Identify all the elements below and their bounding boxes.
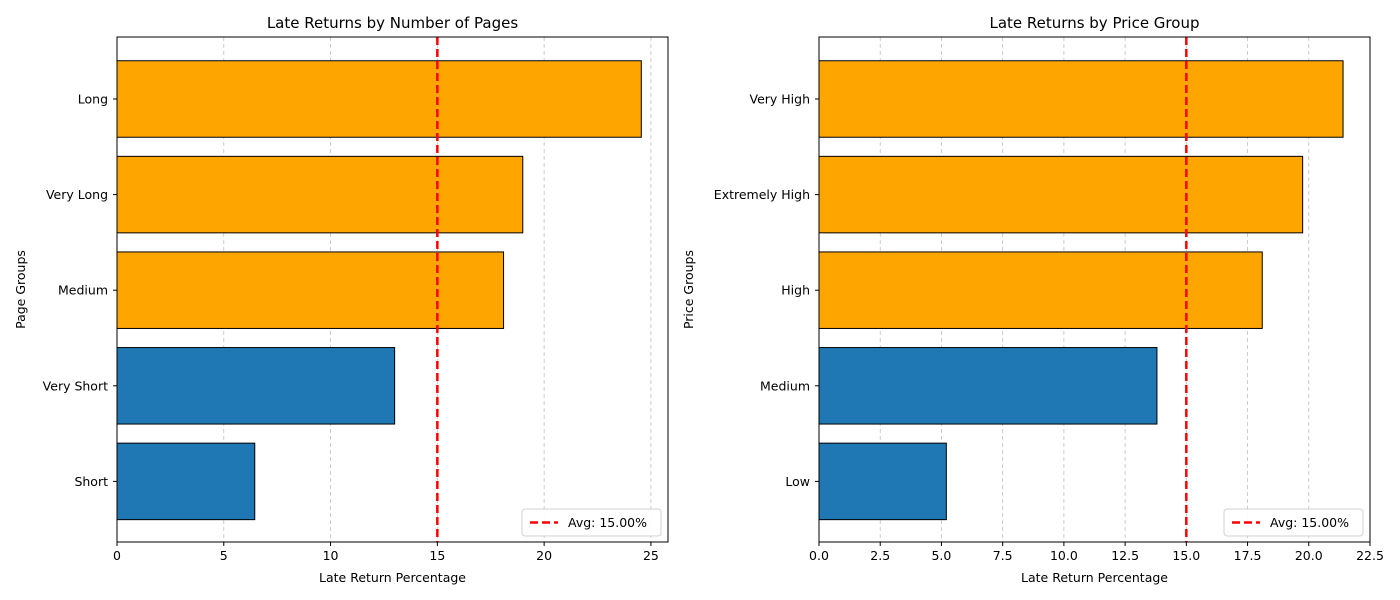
y-tick-label: Very High <box>749 92 810 107</box>
x-tick-label: 15 <box>429 548 445 563</box>
x-axis-label: Late Return Percentage <box>1021 570 1168 585</box>
x-tick-label: 5.0 <box>931 548 951 563</box>
bar-extremely-high <box>818 155 1304 234</box>
bar-medium <box>116 251 505 329</box>
y-tick-label: Long <box>78 92 108 107</box>
y-tick-label: Extremely High <box>714 187 810 202</box>
y-tick-label: Low <box>785 474 810 489</box>
bar-very-short <box>116 347 396 425</box>
chart-title: Late Returns by Number of Pages <box>267 14 519 32</box>
y-tick-label: Short <box>74 474 108 489</box>
y-tick-label: Medium <box>760 378 810 393</box>
y-tick-label: Medium <box>58 283 108 298</box>
legend: Avg: 15.00% <box>1223 508 1364 537</box>
bar-short <box>116 442 256 521</box>
chart-panel-1: Long Very Long Medium Very Short Short 0 5 10 15… <box>13 14 669 585</box>
x-tick-label: 0.0 <box>809 548 829 563</box>
x-tick-label: 25 <box>643 548 659 563</box>
legend-box <box>1223 508 1364 537</box>
x-tick-label: 0 <box>113 548 121 563</box>
x-tick-label: 22.5 <box>1356 548 1384 563</box>
plot-frame <box>818 36 1371 543</box>
x-axis-label: Late Return Percentage <box>319 570 466 585</box>
bar-very-long <box>116 155 524 234</box>
legend-box <box>521 508 662 537</box>
y-axis-label: Price Groups <box>681 250 696 329</box>
chart-title: Late Returns by Price Group <box>990 14 1200 32</box>
x-tick-label: 15.0 <box>1172 548 1200 563</box>
y-tick-label: Very Long <box>46 187 108 202</box>
x-tick-label: 20.0 <box>1295 548 1323 563</box>
y-tick-label: High <box>781 283 810 298</box>
legend-label: Avg: 15.00% <box>568 515 647 530</box>
bar-low <box>818 442 947 521</box>
x-tick-label: 10 <box>323 548 339 563</box>
legend-label: Avg: 15.00% <box>1270 515 1349 530</box>
x-tick-label: 12.5 <box>1111 548 1139 563</box>
y-axis-label: Page Groups <box>13 250 28 329</box>
bar-high <box>818 251 1263 329</box>
x-tick-label: 5 <box>220 548 228 563</box>
x-tick-label: 2.5 <box>870 548 890 563</box>
x-tick-label: 17.5 <box>1234 548 1262 563</box>
x-tick-label: 7.5 <box>993 548 1013 563</box>
bar-long <box>116 60 642 138</box>
y-tick-label: Very Short <box>43 378 108 393</box>
x-tick-label: 10.0 <box>1050 548 1078 563</box>
legend: Avg: 15.00% <box>521 508 662 537</box>
plot-frame <box>116 36 669 543</box>
bar-very-high <box>818 60 1344 138</box>
x-tick-label: 20 <box>536 548 552 563</box>
bar-medium <box>818 347 1158 425</box>
chart-panel-2: Very High Extremely High High Medium Low 0.0 2… <box>681 14 1384 585</box>
